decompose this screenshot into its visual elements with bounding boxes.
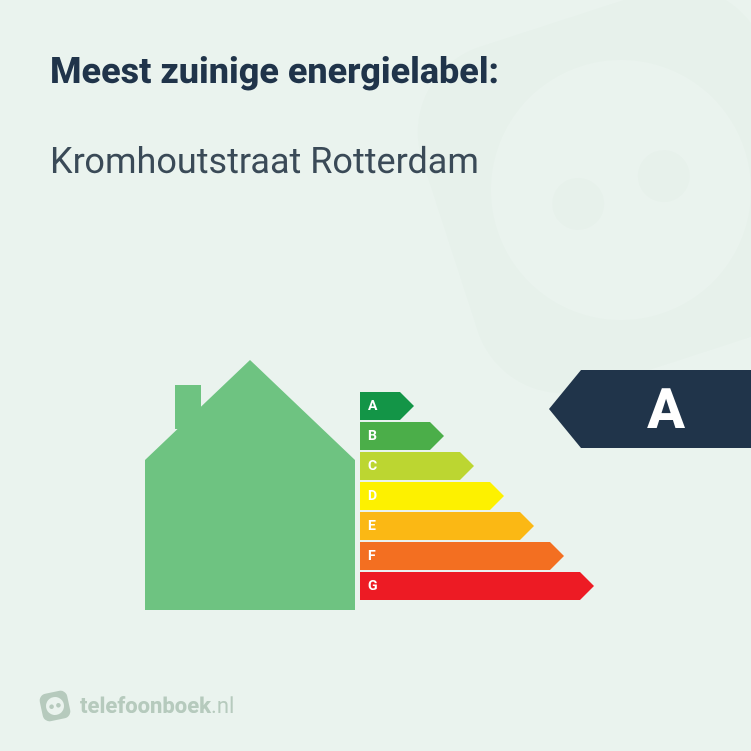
- energy-bar-label: D: [360, 482, 490, 510]
- energy-bar-arrow: [550, 542, 564, 570]
- footer-brand-bold: telefoonboek: [80, 694, 211, 719]
- house-icon: [145, 360, 355, 610]
- footer-brand: telefoonboek.nl: [80, 694, 234, 719]
- energy-bar-arrow: [490, 482, 504, 510]
- footer: telefoonboek.nl: [40, 691, 234, 721]
- page-title: Meest zuinige energielabel:: [50, 50, 701, 92]
- energy-bar-label: C: [360, 452, 460, 480]
- energy-bar-arrow: [430, 422, 444, 450]
- selected-energy-label: A: [549, 370, 751, 448]
- footer-logo-icon: [37, 688, 73, 724]
- energy-bar-arrow: [520, 512, 534, 540]
- energy-bar-label: E: [360, 512, 520, 540]
- energy-bar-label: A: [360, 392, 400, 420]
- energy-bar-arrow: [400, 392, 414, 420]
- energy-bar-label: G: [360, 572, 580, 600]
- selected-label-letter: A: [581, 370, 751, 448]
- energy-label-card: Meest zuinige energielabel: Kromhoutstra…: [0, 0, 751, 751]
- selected-label-arrow: [549, 370, 581, 448]
- energy-bar-arrow: [460, 452, 474, 480]
- footer-brand-light: .nl: [211, 694, 234, 719]
- energy-bar-label: F: [360, 542, 550, 570]
- energy-bar-label: B: [360, 422, 430, 450]
- energy-chart: ABCDEFG A: [0, 330, 751, 630]
- location-subtitle: Kromhoutstraat Rotterdam: [50, 140, 701, 182]
- energy-bar-arrow: [580, 572, 594, 600]
